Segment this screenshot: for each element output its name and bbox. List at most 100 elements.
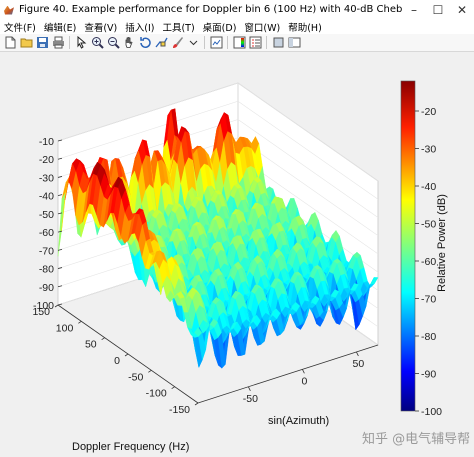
- colorbar-tick-label: -100: [421, 406, 442, 418]
- azimuth-tick-mark: [302, 369, 305, 374]
- doppler-tick-label: 0: [114, 355, 120, 367]
- menu-desktop[interactable]: 桌面(D): [202, 22, 237, 34]
- doppler-tick-label: 100: [56, 322, 74, 334]
- surface-plot[interactable]: -10 -20 -30 -40 -50 -60 -70 -80 -90 -100 150 100 50…: [0, 53, 474, 457]
- print-icon[interactable]: [51, 36, 65, 50]
- colorbar-tick-label: -40: [421, 181, 436, 193]
- z-tick-label: -100: [33, 300, 54, 312]
- z-axis-ticks: -10 -20 -30 -40 -50 -60 -70 -80 -90 -100: [33, 136, 63, 312]
- figure-toolbar: [0, 34, 474, 52]
- doppler-tick-label: 50: [85, 339, 97, 351]
- figure-canvas[interactable]: -10 -20 -30 -40 -50 -60 -70 -80 -90 -100 150 100 50…: [0, 53, 474, 457]
- insert-colorbar-icon[interactable]: [232, 36, 246, 50]
- toolbar-separator: [266, 36, 267, 49]
- z-tick-mark: [57, 194, 63, 197]
- menu-edit[interactable]: 编辑(E): [43, 22, 77, 34]
- pan-hand-icon[interactable]: [122, 36, 136, 50]
- doppler-tick-label: -150: [169, 404, 190, 416]
- colorbar-tick-label: -50: [421, 219, 436, 231]
- grid-line: [57, 119, 379, 218]
- select-arrow-icon[interactable]: [74, 36, 88, 50]
- azimuth-axis-ticks: -50 0 50: [243, 351, 365, 405]
- menu-help[interactable]: 帮助(H): [288, 22, 322, 34]
- z-tick-mark: [57, 139, 63, 142]
- doppler-tick-mark: [78, 321, 82, 324]
- zoom-in-icon[interactable]: [90, 36, 104, 50]
- z-tick-mark: [57, 267, 63, 269]
- z-tick-label: -10: [39, 136, 54, 148]
- colorbar-tick-label: -80: [421, 331, 436, 343]
- colorbar-tick-label: -60: [421, 256, 436, 268]
- menu-insert[interactable]: 插入(I): [125, 22, 155, 34]
- minimize-button[interactable]: –: [411, 2, 417, 17]
- new-figure-icon[interactable]: [3, 36, 17, 50]
- z-tick-mark: [57, 157, 63, 160]
- show-plot-tools-icon[interactable]: [287, 36, 301, 50]
- colorbar-tick-label: -70: [421, 294, 436, 306]
- hide-plot-tools-icon[interactable]: [271, 36, 285, 50]
- azimuth-axis-label: sin(Azimuth): [268, 415, 329, 427]
- azimuth-tick-label: -50: [243, 393, 258, 405]
- doppler-axis-ticks: 150 100 50 0 -50-100-150: [32, 304, 199, 416]
- window-titlebar: Figure 40. Example performance for Doppl…: [0, 0, 474, 19]
- doppler-tick-mark: [124, 353, 129, 357]
- doppler-tick-mark: [54, 304, 59, 308]
- doppler-tick-mark: [148, 370, 152, 373]
- doppler-tick-mark: [101, 337, 105, 340]
- doppler-tick-mark: [171, 386, 175, 389]
- azimuth-tick-mark: [356, 351, 359, 357]
- doppler-tick-label: 150: [32, 306, 50, 318]
- menu-file[interactable]: 文件(F): [4, 22, 36, 34]
- z-tick-mark: [57, 248, 63, 251]
- z-tick-mark: [57, 303, 63, 306]
- z-tick-label: -80: [39, 264, 54, 276]
- menu-tools[interactable]: 工具(T): [162, 22, 195, 34]
- colorbar[interactable]: [400, 80, 416, 412]
- colorbar-tick-label: -90: [421, 369, 436, 381]
- doppler-tick-mark: [194, 402, 199, 406]
- menu-view[interactable]: 查看(V): [84, 22, 118, 34]
- maximize-button[interactable]: ☐: [432, 2, 444, 17]
- grid-line: [57, 82, 379, 182]
- colorbar-label: Relative Power (dB): [436, 194, 448, 292]
- z-tick-label: -40: [39, 191, 54, 203]
- z-tick-mark: [57, 285, 63, 288]
- z-tick-label: -70: [39, 245, 54, 257]
- zoom-out-icon[interactable]: [106, 36, 120, 50]
- z-tick-mark: [57, 212, 63, 215]
- brush-icon[interactable]: [170, 36, 184, 50]
- window-title: Figure 40. Example performance for Doppl…: [19, 4, 402, 15]
- z-tick-mark: [57, 176, 63, 178]
- open-file-icon[interactable]: [19, 36, 33, 50]
- z-tick-label: -20: [39, 154, 54, 166]
- doppler-tick-label: -50: [128, 371, 143, 383]
- surface: [57, 107, 379, 369]
- colorbar-ticks: -20 -30 -40 -50 -60 -70 -80 -90 -100: [415, 106, 442, 418]
- save-icon[interactable]: [35, 36, 49, 50]
- z-tick-label: -30: [39, 172, 54, 184]
- insert-legend-icon[interactable]: [248, 36, 262, 50]
- close-button[interactable]: ✕: [456, 2, 468, 17]
- doppler-tick-label: -100: [146, 388, 167, 400]
- azimuth-tick-label: 50: [353, 358, 365, 370]
- azimuth-tick-mark: [248, 386, 251, 391]
- link-plot-icon[interactable]: [209, 36, 223, 50]
- azimuth-tick-label: 0: [301, 375, 307, 387]
- z-tick-label: -60: [39, 227, 54, 239]
- z-tick-label: -50: [39, 209, 54, 221]
- doppler-axis-label: Doppler Frequency (Hz): [72, 441, 189, 453]
- chevron-down-icon[interactable]: [186, 36, 200, 50]
- toolbar-separator: [204, 36, 205, 49]
- z-tick-mark: [57, 230, 63, 233]
- rotate-3d-icon[interactable]: [138, 36, 152, 50]
- watermark-text: 知乎 @电气辅导帮: [362, 431, 470, 447]
- data-cursor-icon[interactable]: [154, 36, 168, 50]
- colorbar-tick-label: -20: [421, 106, 436, 118]
- menu-bar: 文件(F) 编辑(E) 查看(V) 插入(I) 工具(T) 桌面(D) 窗口(W…: [0, 19, 474, 34]
- matlab-icon: [3, 4, 15, 16]
- surface-patch: [194, 327, 203, 337]
- toolbar-separator: [69, 36, 70, 49]
- menu-window[interactable]: 窗口(W): [244, 22, 281, 34]
- toolbar-separator: [227, 36, 228, 49]
- colorbar-tick-label: -30: [421, 144, 436, 156]
